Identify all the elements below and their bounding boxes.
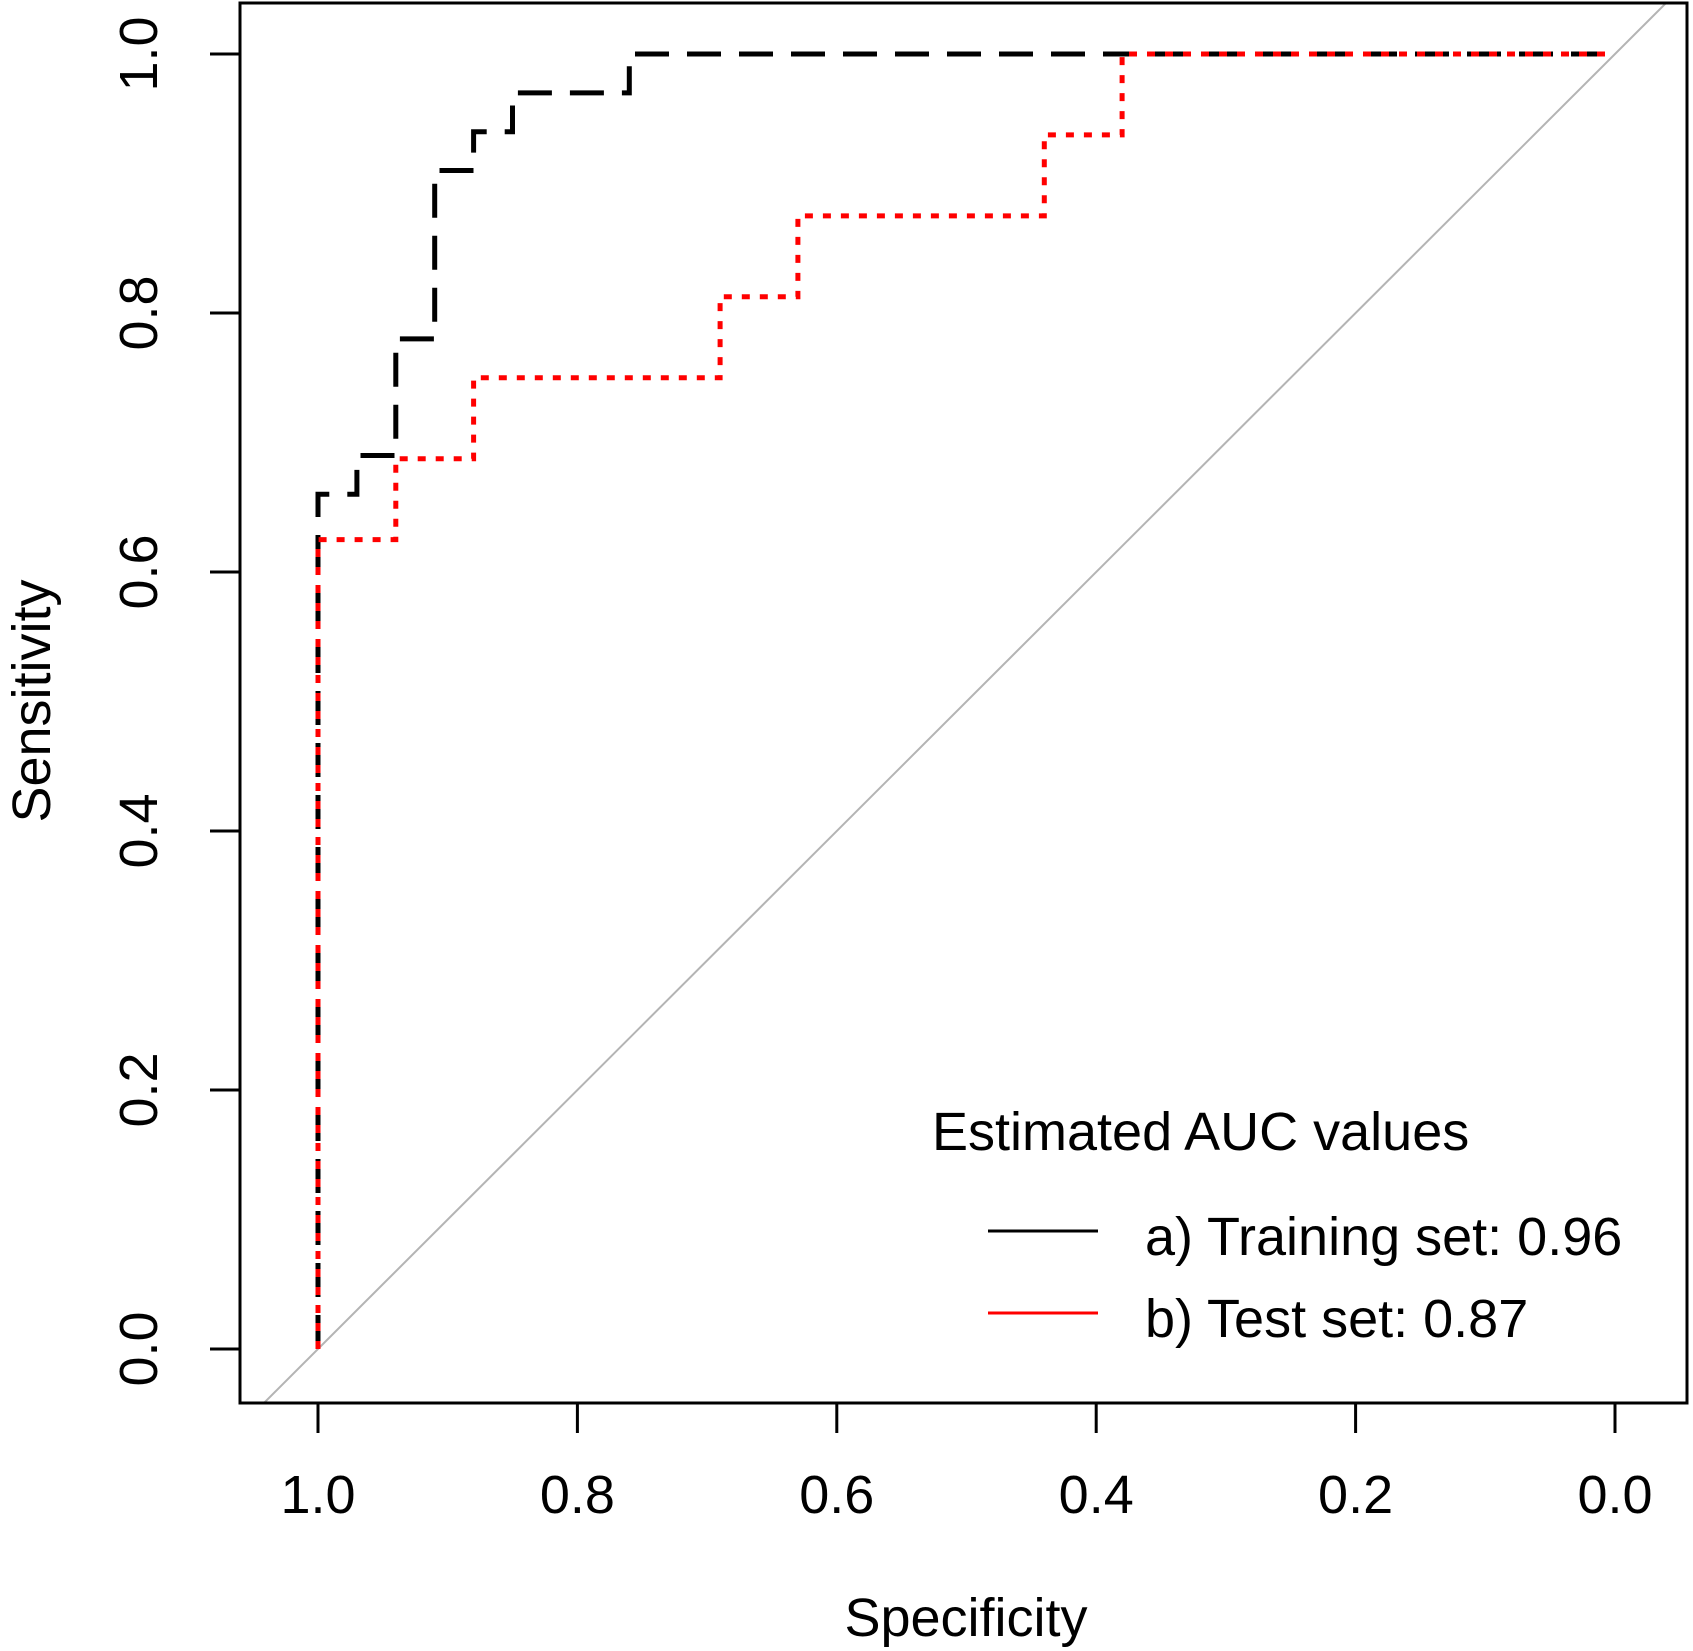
series-training-set-curve (315, 51, 1615, 1349)
reference-diagonal-line (262, 3, 1668, 1403)
x-axis: 1.0 0.8 0.6 0.4 0.2 0.0 (280, 1401, 1653, 1525)
x-tick-label: 0.4 (1059, 1465, 1134, 1525)
legend: Estimated AUC values a) Training set: 0.… (932, 1102, 1622, 1349)
x-tick-label: 0.2 (1318, 1465, 1393, 1525)
y-tick-label: 0.0 (109, 1311, 169, 1386)
y-axis: 0.0 0.2 0.4 0.6 0.8 1.0 (109, 16, 242, 1387)
legend-entry-training-set: a) Training set: 0.96 (1145, 1207, 1622, 1267)
legend-title: Estimated AUC values (932, 1102, 1469, 1162)
x-axis-label: Specificity (844, 1588, 1087, 1648)
x-tick-label: 0.8 (540, 1465, 615, 1525)
x-tick-label: 0.0 (1577, 1465, 1652, 1525)
x-tick-label: 1.0 (280, 1465, 355, 1525)
y-tick-label: 0.2 (109, 1052, 169, 1127)
x-tick-label: 0.6 (799, 1465, 874, 1525)
y-axis-label: Sensitivity (2, 579, 62, 822)
y-tick-label: 1.0 (109, 16, 169, 91)
y-tick-label: 0.8 (109, 275, 169, 350)
y-tick-label: 0.4 (109, 793, 169, 868)
y-tick-label: 0.6 (109, 534, 169, 609)
legend-entry-test-set: b) Test set: 0.87 (1145, 1289, 1528, 1349)
